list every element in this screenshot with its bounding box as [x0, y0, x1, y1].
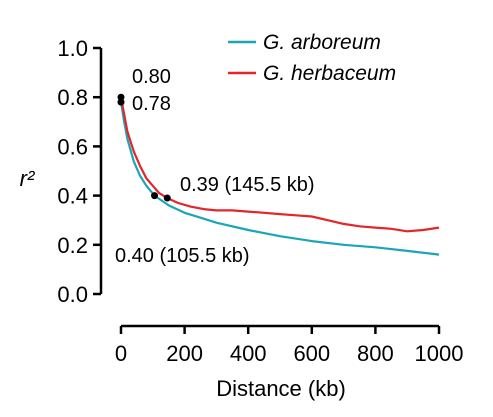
annotation-half-herbaceum: 0.39 (145.5 kb): [180, 174, 315, 196]
y-ticks: 0.0 0.2 0.4 0.6 0.8 1.0: [57, 36, 101, 307]
data-point: [117, 98, 125, 106]
annotation-start-arboreum: 0.78: [132, 93, 171, 115]
legend-label-arboreum: G. arboreum: [263, 31, 381, 54]
y-tick-label: 0.8: [57, 85, 88, 110]
axes: 0.0 0.2 0.4 0.6 0.8 1.0 0 200 400 600 800 1000: [57, 36, 463, 366]
y-tick-label: 0.6: [57, 134, 88, 159]
x-tick-label: 800: [357, 341, 394, 366]
x-tick-label: 200: [166, 341, 203, 366]
y-tick-label: 1.0: [57, 36, 88, 61]
x-tick-label: 600: [293, 341, 330, 366]
y-tick-label: 0.2: [57, 233, 88, 258]
points-layer: [117, 93, 171, 202]
data-point: [117, 93, 125, 101]
x-tick-label: 1000: [415, 341, 464, 366]
legend-label-herbaceum: G. herbaceum: [263, 62, 396, 85]
annotation-start-herbaceum: 0.80: [132, 66, 171, 88]
y-axis-title: r²: [20, 166, 35, 191]
data-point: [151, 192, 159, 200]
series-layer: [119, 96, 440, 256]
series-line-g-arboreum: [119, 101, 440, 256]
series-line-g-herbaceum: [119, 96, 440, 233]
x-tick-label: 400: [230, 341, 267, 366]
annotation-half-arboreum: 0.40 (105.5 kb): [115, 245, 250, 267]
data-point: [163, 194, 171, 202]
x-tick-label: 0: [115, 341, 127, 366]
y-tick-label: 0.0: [57, 282, 88, 307]
legend: G. arboreum G. herbaceum: [228, 31, 396, 85]
x-ticks: 0 200 400 600 800 1000: [115, 326, 464, 366]
y-tick-label: 0.4: [57, 184, 88, 209]
x-axis-title: Distance (kb): [216, 376, 346, 401]
annotations: 0.80 0.78 0.39 (145.5 kb) 0.40 (105.5 kb…: [115, 66, 315, 267]
